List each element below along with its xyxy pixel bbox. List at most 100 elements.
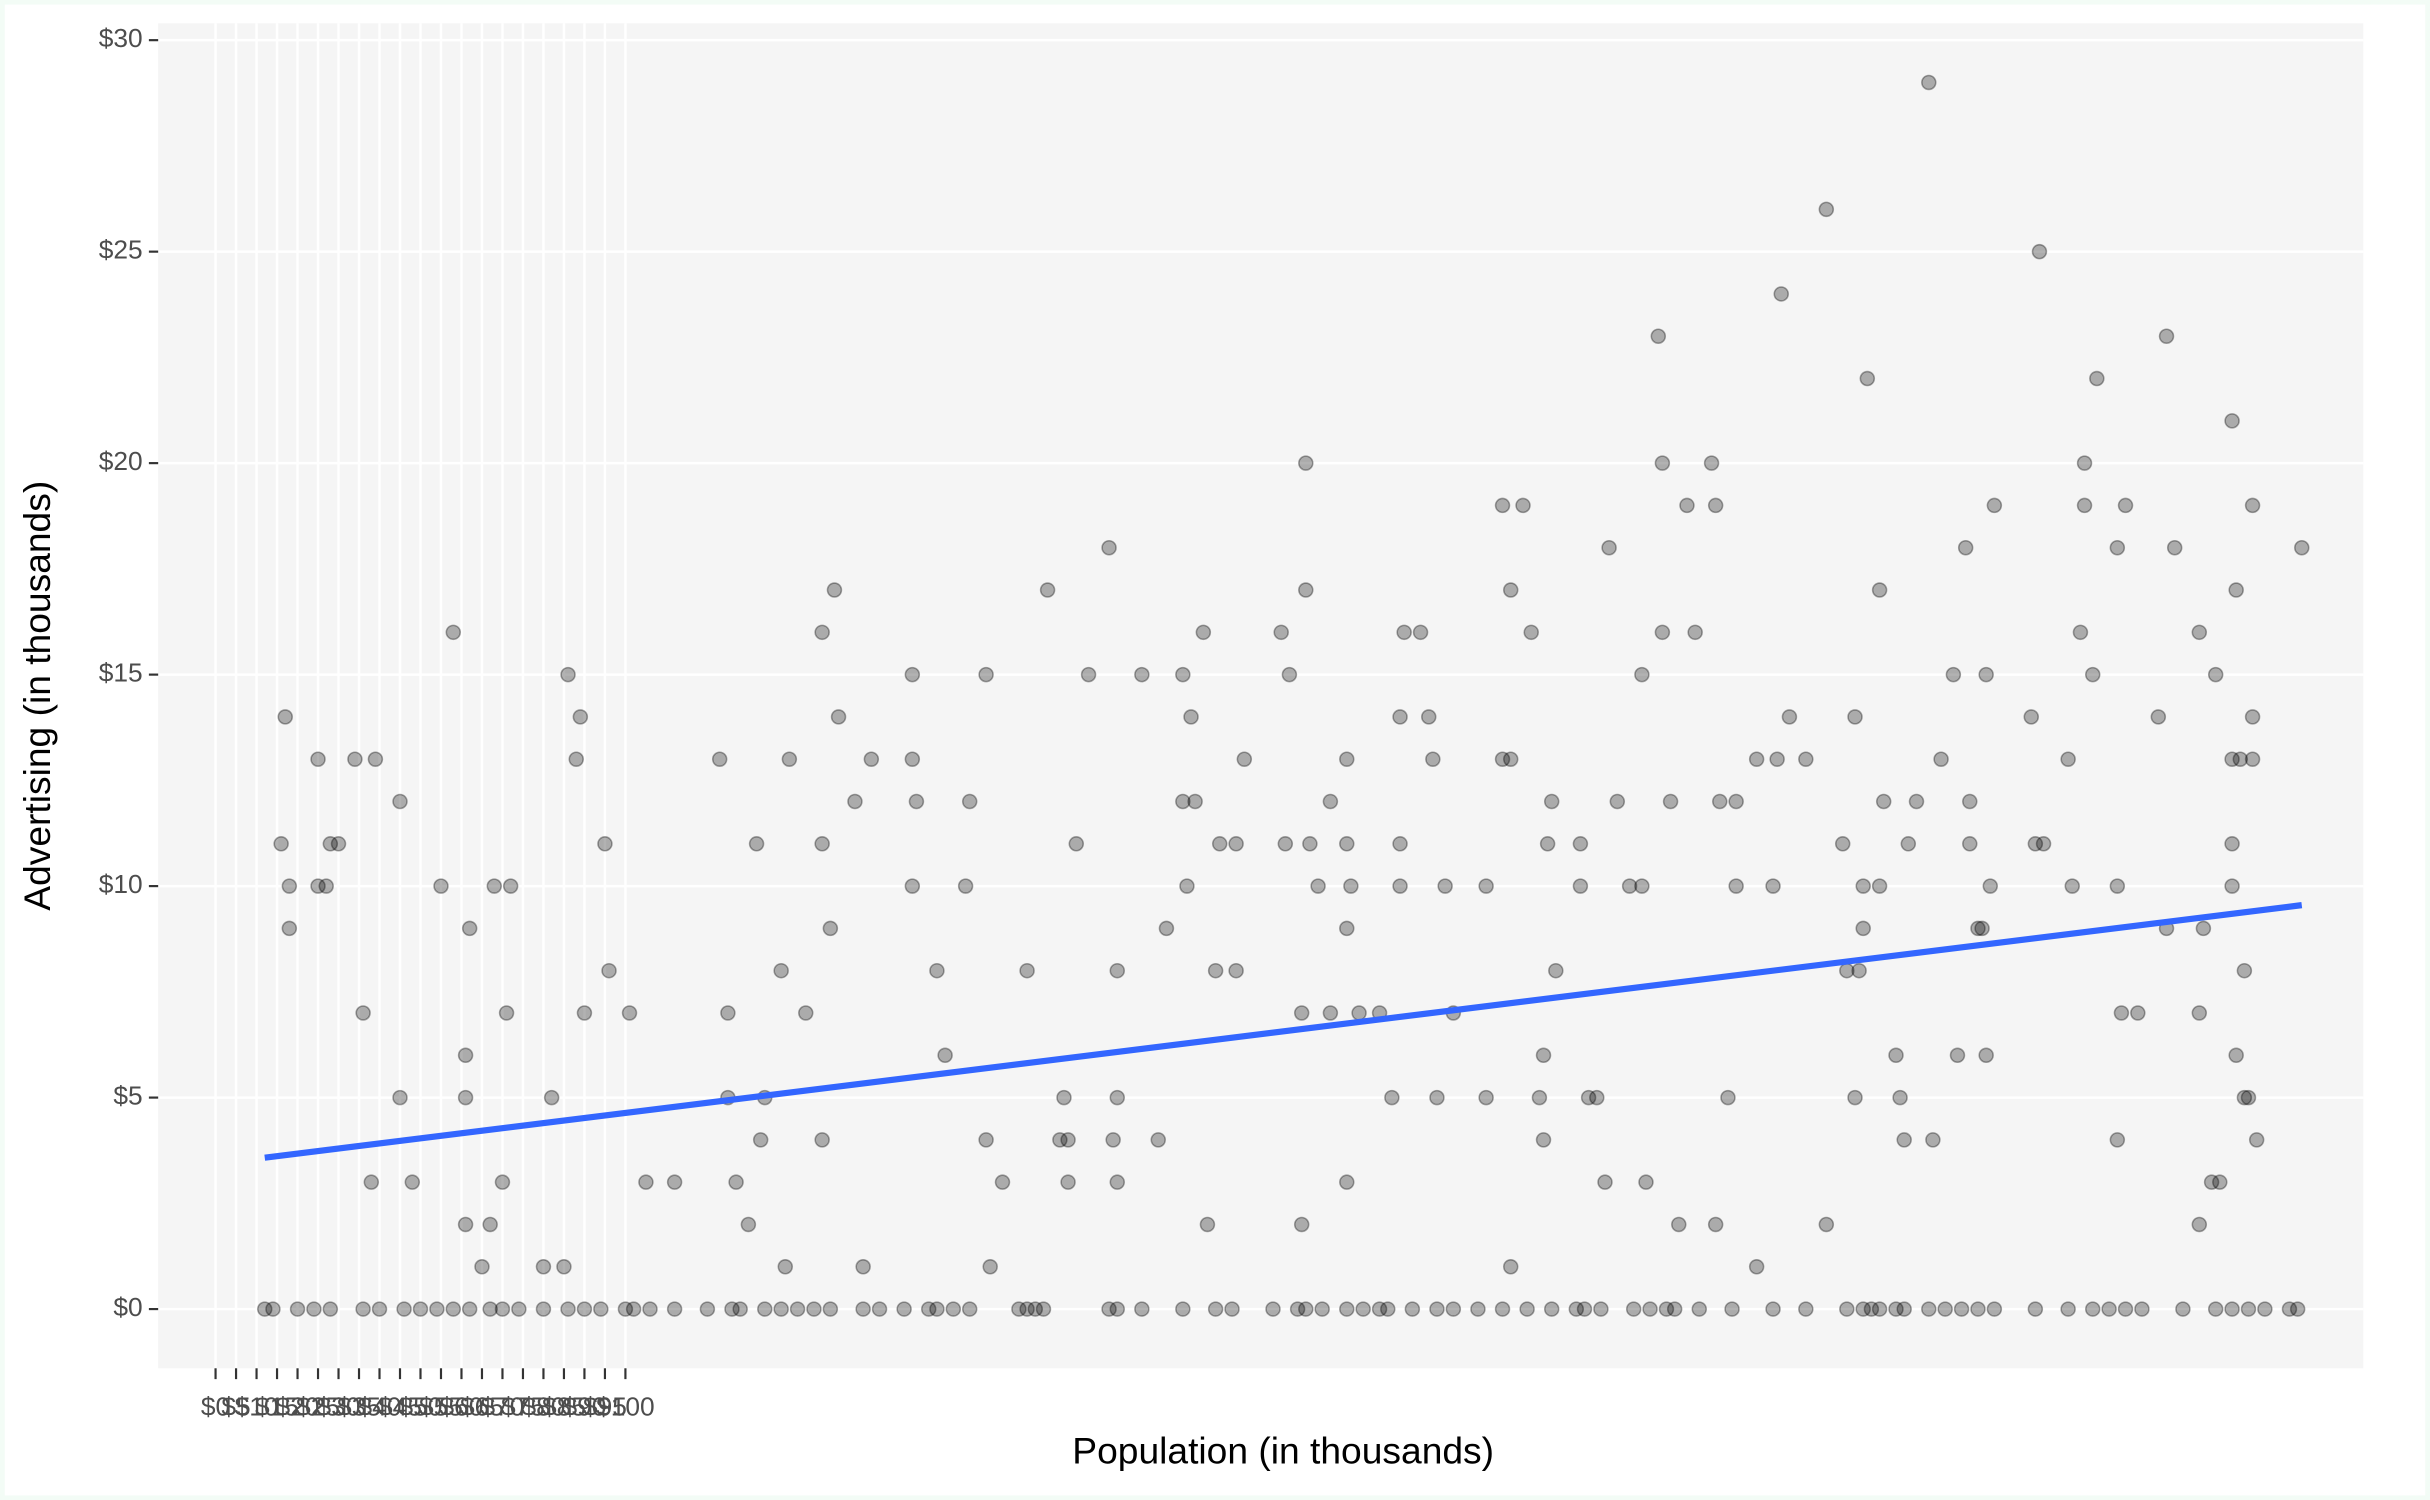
point <box>814 836 830 852</box>
point <box>2060 751 2076 767</box>
point <box>1380 1301 1396 1317</box>
point <box>2175 1301 2191 1317</box>
point <box>2203 1174 2220 1190</box>
point <box>1494 751 1511 767</box>
point <box>1035 1301 1052 1317</box>
x-axis-title: Population (in thousands) <box>1072 1429 1494 1471</box>
point <box>1027 1301 1044 1317</box>
point <box>814 1132 830 1148</box>
point <box>2130 1005 2146 1021</box>
point <box>404 1174 421 1190</box>
point <box>1871 1301 1888 1317</box>
point <box>2240 1301 2257 1317</box>
point <box>1199 1216 1216 1233</box>
point <box>1707 1216 1724 1233</box>
y-tick-label: $15 <box>99 658 143 688</box>
point <box>1265 1301 1281 1317</box>
point <box>1769 751 1785 767</box>
point <box>1351 1005 1367 1021</box>
point <box>1302 836 1318 852</box>
point <box>1298 582 1314 598</box>
point <box>367 751 384 767</box>
point <box>2035 836 2052 852</box>
point <box>1765 878 1781 894</box>
point <box>2060 1301 2076 1317</box>
point <box>461 920 478 937</box>
point <box>961 1301 978 1317</box>
point <box>806 1301 822 1317</box>
x-tick-label: $100 <box>596 1392 655 1422</box>
point <box>593 1301 609 1317</box>
point <box>1892 1089 1908 1106</box>
point <box>1638 1174 1654 1190</box>
point <box>1293 1216 1310 1233</box>
point <box>1228 836 1244 852</box>
point <box>1609 793 1626 810</box>
point <box>2195 920 2212 937</box>
point <box>1834 836 1851 852</box>
point <box>1019 962 1035 979</box>
point <box>572 709 589 725</box>
point <box>847 793 863 810</box>
point <box>748 836 765 852</box>
point <box>1859 370 1876 387</box>
point <box>322 1301 339 1317</box>
y-tick-label: $0 <box>113 1292 142 1322</box>
point <box>330 836 347 852</box>
point <box>560 1301 576 1317</box>
x-tick-label: $85 <box>542 1392 586 1422</box>
point <box>1855 920 1871 937</box>
point <box>318 878 334 894</box>
point <box>1056 1089 1072 1106</box>
point <box>871 1301 888 1317</box>
point <box>1298 455 1314 471</box>
point <box>724 1301 740 1317</box>
point <box>2109 1132 2126 1148</box>
x-tick-label: $80 <box>521 1392 565 1422</box>
point <box>1494 497 1511 514</box>
point <box>1978 666 1994 683</box>
point <box>1654 624 1671 641</box>
point <box>2240 1089 2257 1106</box>
point <box>2207 666 2224 683</box>
point <box>1392 836 1408 852</box>
point <box>1957 539 1974 556</box>
point <box>2224 413 2240 429</box>
point <box>1470 1301 1486 1317</box>
point <box>1289 1301 1306 1317</box>
point <box>310 878 326 894</box>
point <box>1593 1301 1609 1317</box>
point <box>474 1259 490 1275</box>
point <box>2228 1047 2244 1064</box>
point <box>2228 582 2244 598</box>
point <box>1634 878 1650 894</box>
point <box>1134 666 1150 683</box>
y-tick-label: $5 <box>113 1081 142 1111</box>
point <box>1355 1301 1371 1317</box>
point <box>396 1301 412 1317</box>
point <box>789 1301 806 1317</box>
point <box>1187 793 1203 810</box>
point <box>1207 962 1224 979</box>
point <box>256 1301 273 1317</box>
point <box>1502 582 1519 598</box>
point <box>1371 1301 1388 1317</box>
point <box>2244 751 2261 767</box>
point <box>535 1259 552 1275</box>
point <box>1798 1301 1814 1317</box>
x-tick-label: $95 <box>583 1392 627 1422</box>
point <box>638 1174 654 1190</box>
point <box>1921 1301 1937 1317</box>
point <box>945 1301 962 1317</box>
point <box>1970 920 1986 937</box>
point <box>1748 1259 1765 1275</box>
point <box>2207 1301 2224 1317</box>
point <box>2117 497 2134 514</box>
point <box>1175 793 1191 810</box>
point <box>961 793 978 810</box>
point <box>1105 1132 1121 1148</box>
point <box>2248 1132 2265 1148</box>
point <box>978 666 994 683</box>
point <box>461 1301 478 1317</box>
